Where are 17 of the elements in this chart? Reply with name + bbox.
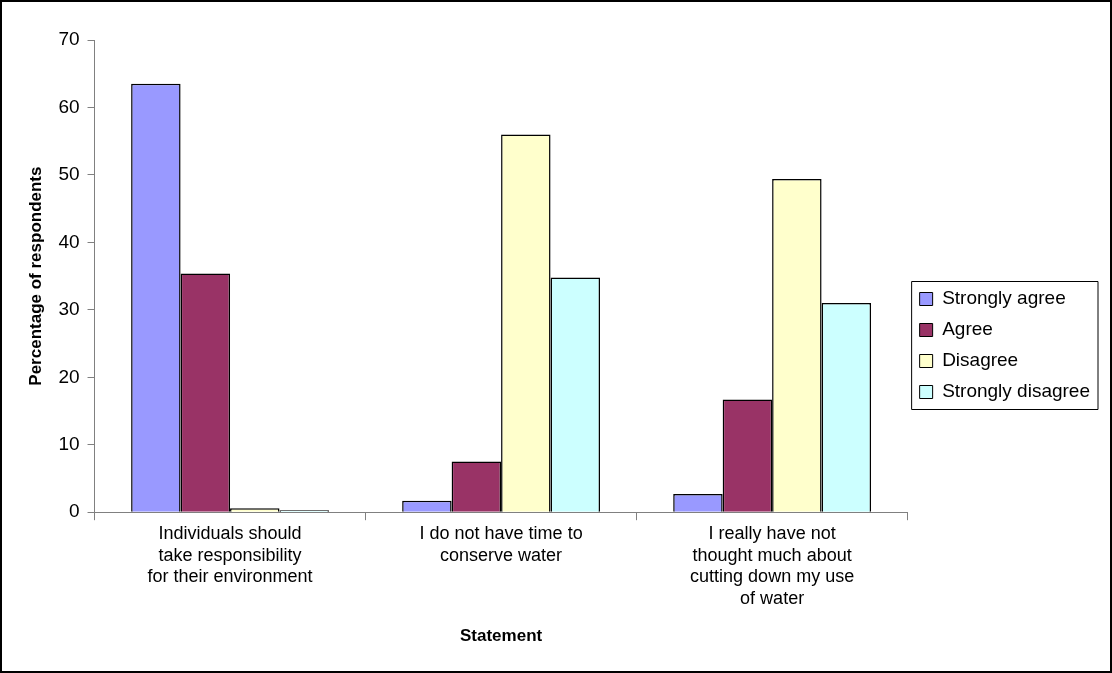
y-tick-label: 0 [68, 500, 80, 522]
y-tick-label: 10 [58, 432, 80, 454]
legend-label: Disagree [942, 349, 1019, 371]
y-tick-label: 40 [58, 230, 80, 252]
y-tick-label: 30 [58, 298, 80, 320]
x-axis-title: Statement [459, 626, 543, 646]
x-tick-label: I really have not thought much about cutting down my use of water [690, 522, 855, 608]
legend-label: Strongly disagree [942, 380, 1091, 402]
x-tick-label: I do not have time to conserve water [419, 522, 583, 565]
legend-label: Strongly agree [942, 287, 1066, 309]
x-tick-label: Individuals should take responsibility for their environment [147, 522, 313, 587]
y-tick-label: 70 [58, 28, 80, 50]
y-tick-label: 50 [58, 163, 80, 185]
y-tick-label: 60 [58, 95, 80, 117]
y-axis-title: Percentage of respondents [25, 166, 45, 386]
legend-label: Agree [942, 318, 993, 340]
y-tick-label: 20 [58, 365, 80, 387]
